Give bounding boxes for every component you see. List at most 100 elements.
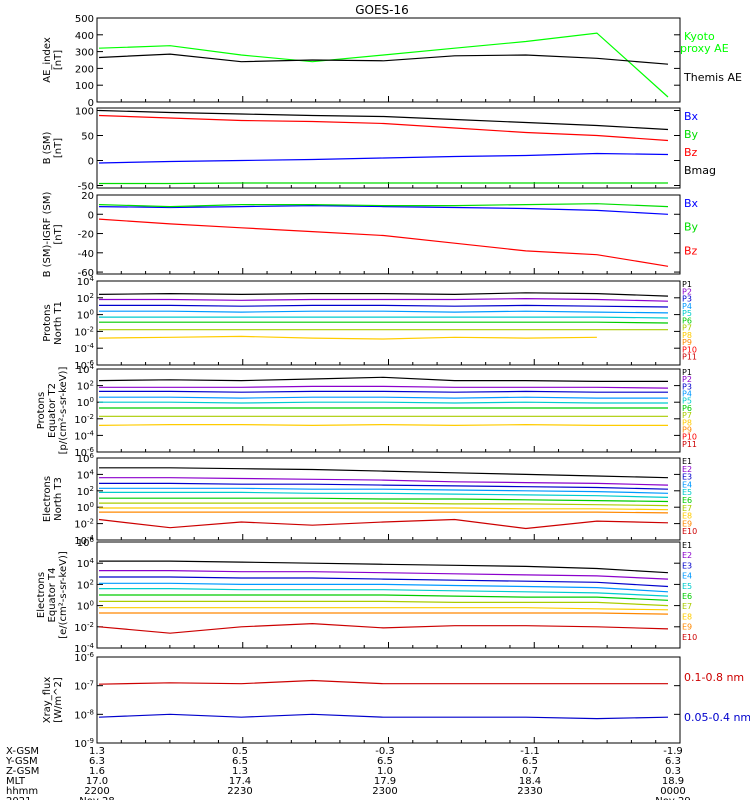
series-line-p6 <box>99 321 669 324</box>
y-tick-label: 0 <box>88 210 94 221</box>
legend-entry: E3 <box>682 473 692 482</box>
orbit-cell: 6.3 <box>665 756 681 767</box>
legend-entry: Kyoto <box>684 30 715 43</box>
y-tick-label: 102 <box>77 292 94 305</box>
legend-entry: E10 <box>682 633 697 642</box>
orbit-cell: Nov 28 <box>79 796 114 800</box>
y-tick-label: 10-4 <box>74 342 94 355</box>
series-line-p8 <box>98 423 668 427</box>
series-line-e2 <box>99 570 669 580</box>
legend-entry: P7 <box>682 411 692 420</box>
y-axis-label: B (SM) <box>42 131 53 164</box>
series-line-e9 <box>99 511 669 514</box>
legend-entry: Bx <box>684 110 699 123</box>
series-line-e1 <box>99 560 669 574</box>
legend-entry: P3 <box>682 295 692 304</box>
series-line-p2 <box>99 297 669 302</box>
series-line-kyoto-proxy-ae <box>98 32 669 98</box>
panel-b_sm_igrf: 20 0 -20 -40 -60 B (SM)-IGRF (SM) [nT] Bx By Bz <box>42 191 699 279</box>
y-axis-label: Protons <box>36 392 47 429</box>
legend-entry: P3 <box>682 382 692 391</box>
orbit-cell: 18.9 <box>662 776 684 787</box>
legend-entry: Bz <box>684 244 698 257</box>
legend-entry: P5 <box>682 397 692 406</box>
y-tick-label: 10-6 <box>74 651 94 664</box>
series-line-e8 <box>99 507 669 511</box>
orbit-cell: 0.5 <box>232 746 248 757</box>
y-tick-label: -60 <box>78 268 94 279</box>
series-line-bx <box>98 204 669 215</box>
y-axis-label: Equator T2 <box>47 383 58 438</box>
orbit-row-label: Z-GSM <box>6 766 39 777</box>
orbit-cell: 6.5 <box>232 756 248 767</box>
legend-entry: E6 <box>682 496 692 505</box>
y-tick-label: 102 <box>77 578 94 591</box>
y-tick-label: 0 <box>88 98 94 109</box>
legend-entry: P10 <box>682 345 697 354</box>
legend-entry: 0.1-0.8 nm <box>684 671 744 684</box>
series-line-e3 <box>99 576 669 588</box>
y-tick-label: 10-7 <box>74 680 94 693</box>
y-axis-label: [nT] <box>53 50 64 70</box>
y-tick-label: 10-2 <box>74 518 94 531</box>
legend-entry: E4 <box>682 572 692 581</box>
y-axis-label: Equator T4 <box>47 568 58 623</box>
legend-entry: P1 <box>682 368 692 377</box>
y-tick-label: 200 <box>75 64 94 75</box>
legend-entry: E7 <box>682 602 692 611</box>
plot-frame <box>96 656 681 744</box>
series-line-p1 <box>98 292 669 297</box>
legend-entry: E8 <box>682 512 692 521</box>
y-tick-label: 400 <box>75 31 94 42</box>
series-line-e6 <box>99 497 669 503</box>
legend-entry: P6 <box>682 404 692 413</box>
legend-entry: Bz <box>684 146 698 159</box>
legend-entry: P11 <box>682 440 697 449</box>
series-line-bz <box>98 114 669 142</box>
legend-entry: E9 <box>682 519 692 528</box>
y-tick-label: 20 <box>81 191 94 202</box>
legend-entry: P1 <box>682 280 692 289</box>
y-axis-label: Protons <box>42 304 53 341</box>
legend-entry: E2 <box>682 551 692 560</box>
series-line-p5 <box>99 316 669 319</box>
y-tick-label: 102 <box>77 485 94 498</box>
legend-entry: proxy AE <box>680 42 729 55</box>
series-line-bx <box>98 152 669 164</box>
y-tick-label: 10-4 <box>74 429 94 442</box>
legend-entry: P5 <box>682 309 692 318</box>
series-line-e6 <box>99 594 669 601</box>
legend-entry: E5 <box>682 488 692 497</box>
y-tick-label: 104 <box>77 275 95 288</box>
y-tick-label: 10-2 <box>74 325 94 338</box>
orbit-cell: 2330 <box>517 786 542 797</box>
legend-entry: P11 <box>682 353 697 362</box>
legend-entry: Themis AE <box>683 71 742 84</box>
series-line-e4 <box>99 582 669 593</box>
y-tick-label: 100 <box>77 309 94 322</box>
orbit-cell: 1.6 <box>89 766 105 777</box>
y-tick-label: 300 <box>75 48 94 59</box>
legend-entry: E10 <box>682 527 697 536</box>
plot-frame <box>96 107 681 189</box>
series-line-themis-ae <box>98 53 669 65</box>
y-tick-label: 104 <box>77 557 95 570</box>
legend-entry: E6 <box>682 592 692 601</box>
orbit-table: X-GSM 1.3 0.5 -0.3 -1.1 -1.9 Y-GSM 6.3 6.5 6.5 6.5… <box>5 746 691 800</box>
legend-entry: P4 <box>682 390 692 399</box>
series-line-e1 <box>99 467 669 479</box>
panel-b_sm: 100 50 0 -50 B (SM) [nT] Bx By Bz Bmag <box>42 107 716 193</box>
legend-entry: P8 <box>682 331 692 340</box>
y-tick-label: 106 <box>77 452 95 465</box>
orbit-cell: 2300 <box>372 786 397 797</box>
series-line-p1 <box>98 376 668 382</box>
y-axis-label: [W/m^2] <box>53 677 64 723</box>
y-axis-label: Xray_flux <box>42 677 53 724</box>
series-line-e5 <box>99 588 669 597</box>
legend-entry: P9 <box>682 425 692 434</box>
